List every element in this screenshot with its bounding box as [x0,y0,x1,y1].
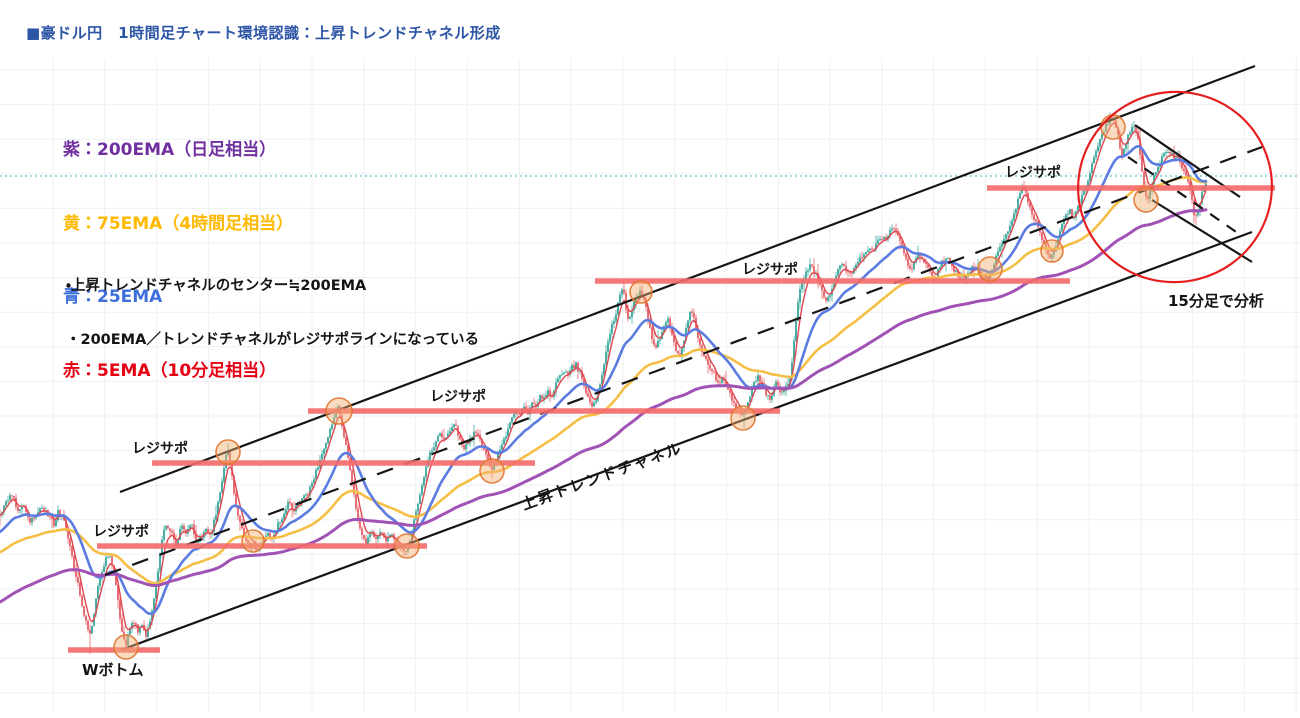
ema-touch-circle [730,405,756,431]
resi-sapo-label-4: レジサポ [742,261,798,278]
analysis-highlight-ellipse [1077,90,1273,284]
ema-touch-circle [1133,187,1159,213]
legend-item-75ema: 黄：75EMA（4時間足相当） [63,213,294,234]
ema-touch-circle [479,458,505,484]
ascending-channel-center-line [104,145,1263,577]
descending-channel-center-line [1127,156,1243,237]
ema-touch-circle [113,634,139,660]
resi-sapo-label-3: レジサポ [430,388,486,405]
resi-sapo-label-5: レジサポ [1005,164,1061,181]
note-line-2: ・200EMA／トレンドチャネルがレジサポラインになっている [66,332,479,348]
ascending-channel-lower-line [120,230,1253,652]
resi-sapo-label-1: レジサポ [93,523,149,540]
ema-touch-circle [325,397,353,425]
ema-touch-circle [1100,114,1126,140]
chart-notes: ・上昇トレンドチャネルのセンター≒200EMA ・200EMA／トレンドチャネル… [66,241,479,385]
ema-touch-circle [629,280,653,304]
ema-touch-circle [1040,239,1064,263]
ema-touch-circle [977,256,1003,282]
legend-item-200ema: 紫：200EMA（日足相当） [63,140,277,160]
legend-item-25ema: 青：25EMA [63,287,163,307]
legend-item-5ema: 赤：5EMA（10分足相当） [63,360,277,381]
channel-label: 上昇トレンドチャネル [519,439,685,514]
descending-channel-upper-line [1134,124,1241,198]
descending-channel-lower-line [1151,199,1253,263]
grid [0,58,1300,712]
analysis-label: 15分足で分析 [1168,292,1264,310]
ema-touch-circle [215,439,241,465]
w-bottom-label: Wボトム [82,661,144,679]
page-title: ■豪ドル円 1時間足チャート環境認識：上昇トレンドチャネル形成 [26,24,501,42]
resi-sapo-label-2: レジサポ [132,440,188,457]
ema-legend: 紫：200EMA（日足相当） 黄：75EMA（4時間足相当） 青：25EMA 赤… [63,89,293,432]
ema-touch-circle [394,533,420,559]
ema-line-5EMA [0,122,1207,632]
ema-touch-circle [241,529,265,553]
note-line-1: ・上昇トレンドチャネルのセンター≒200EMA [66,278,367,294]
ema-line-200EMA [0,208,1208,604]
